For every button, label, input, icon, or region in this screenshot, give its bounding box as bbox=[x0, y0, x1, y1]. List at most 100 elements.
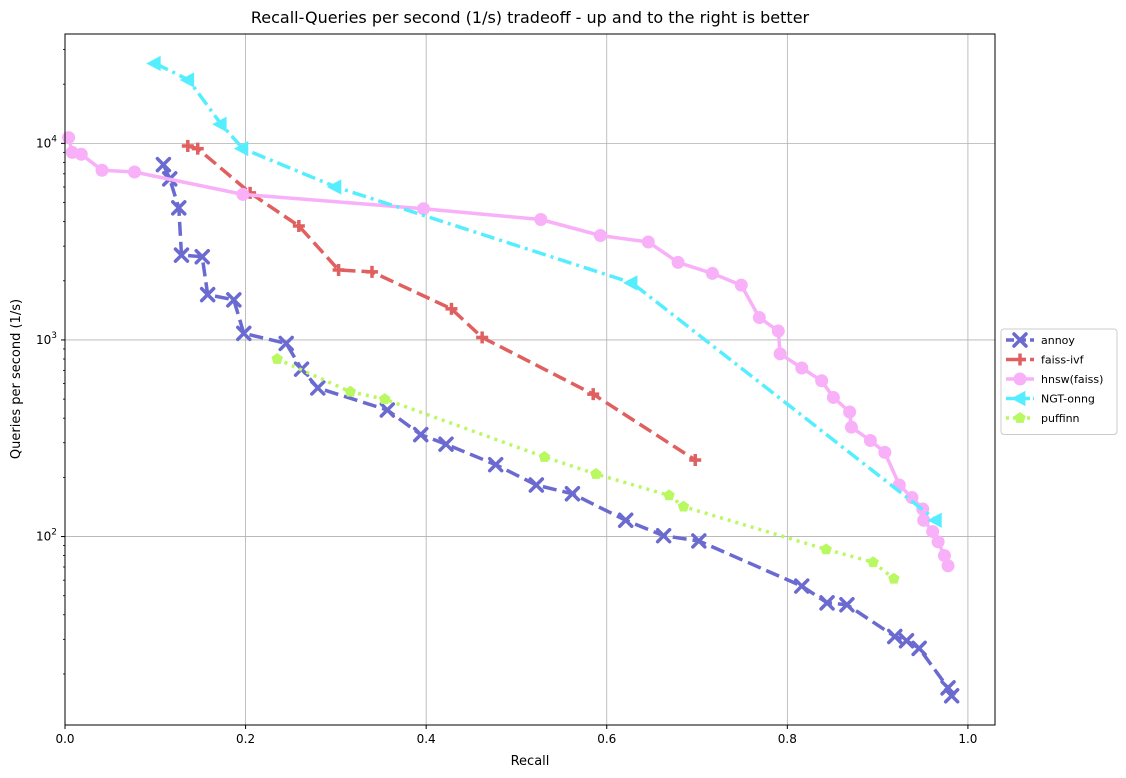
data-point-hnsw-faiss bbox=[795, 361, 809, 375]
y-tick-label: 103 bbox=[36, 331, 57, 347]
data-point-hnsw-faiss bbox=[752, 311, 766, 325]
data-point-faiss-ivf bbox=[445, 302, 458, 315]
data-point-ngt-onng bbox=[623, 275, 638, 291]
legend-entry-hnsw-faiss: hnsw(faiss) bbox=[1006, 372, 1103, 386]
data-point-faiss-ivf bbox=[191, 142, 204, 155]
y-tick-label: 104 bbox=[36, 134, 57, 150]
axis-ticks: 0.0 0.2 0.4 0.6 0.8 1.0 102 103 104 bbox=[36, 49, 977, 746]
data-point-puffinn bbox=[677, 500, 690, 512]
data-point-annoy bbox=[819, 595, 835, 611]
data-point-annoy bbox=[278, 335, 294, 352]
data-point-hnsw-faiss bbox=[593, 228, 607, 242]
data-point-puffinn bbox=[271, 353, 283, 364]
x-tick-label: 1.0 bbox=[958, 732, 977, 746]
legend-label-faiss-ivf: faiss-ivf bbox=[1041, 354, 1085, 367]
data-point-faiss-ivf bbox=[181, 139, 194, 152]
data-point-hnsw-faiss bbox=[705, 266, 719, 280]
x-tick-label: 0.2 bbox=[236, 732, 255, 746]
series-faiss-ivf bbox=[181, 139, 702, 467]
legend-label-puffinn: puffinn bbox=[1041, 412, 1080, 425]
data-point-annoy bbox=[794, 578, 810, 594]
data-point-hnsw-faiss bbox=[62, 131, 76, 145]
data-point-annoy bbox=[839, 596, 855, 613]
data-point-annoy bbox=[691, 533, 707, 549]
data-point-hnsw-faiss bbox=[941, 559, 955, 573]
data-point-hnsw-faiss bbox=[917, 513, 931, 527]
x-tick-label: 0.4 bbox=[417, 732, 436, 746]
data-point-hnsw-faiss bbox=[863, 434, 877, 448]
data-point-faiss-ivf bbox=[476, 331, 489, 344]
legend-marker-ngt-onng bbox=[1011, 390, 1026, 407]
data-point-hnsw-faiss bbox=[671, 255, 685, 269]
legend-box bbox=[1000, 328, 1118, 435]
data-point-hnsw-faiss bbox=[416, 202, 430, 216]
series-line-annoy bbox=[161, 163, 954, 697]
data-point-faiss-ivf bbox=[365, 265, 378, 278]
series-line-puffinn bbox=[276, 357, 895, 581]
data-point-annoy bbox=[379, 402, 396, 418]
data-point-annoy bbox=[940, 680, 956, 696]
data-point-hnsw-faiss bbox=[95, 163, 109, 177]
legend-entry-annoy: annoy bbox=[1006, 332, 1075, 348]
data-point-hnsw-faiss bbox=[128, 165, 142, 179]
data-point-hnsw-faiss bbox=[905, 490, 919, 504]
legend-entry-faiss-ivf: faiss-ivf bbox=[1006, 353, 1085, 367]
data-point-annoy bbox=[173, 247, 190, 263]
data-point-hnsw-faiss bbox=[771, 324, 785, 338]
data-point-ngt-onng bbox=[212, 116, 227, 132]
series-line-faiss-ivf bbox=[187, 144, 697, 462]
y-tick-label: 102 bbox=[36, 528, 57, 544]
data-point-annoy bbox=[655, 527, 672, 544]
data-point-puffinn bbox=[378, 393, 391, 404]
data-point-puffinn bbox=[888, 572, 900, 584]
data-point-annoy bbox=[617, 512, 634, 529]
data-point-ngt-onng bbox=[326, 179, 342, 195]
legend-entry-puffinn: puffinn bbox=[1006, 412, 1080, 425]
data-point-annoy bbox=[911, 640, 927, 657]
legend-marker-puffinn bbox=[1014, 412, 1026, 423]
data-point-faiss-ivf bbox=[689, 454, 702, 467]
data-point-puffinn bbox=[590, 468, 602, 479]
data-point-annoy bbox=[887, 628, 903, 645]
x-axis-label: Recall bbox=[511, 754, 550, 769]
data-point-hnsw-faiss bbox=[236, 187, 250, 201]
data-point-hnsw-faiss bbox=[74, 147, 88, 161]
data-point-hnsw-faiss bbox=[926, 525, 940, 539]
data-point-hnsw-faiss bbox=[773, 347, 787, 361]
legend-label-hnsw-faiss: hnsw(faiss) bbox=[1041, 373, 1103, 386]
y-axis-label: Queries per second (1/s) bbox=[9, 299, 24, 459]
legend-marker-annoy bbox=[1012, 332, 1028, 348]
data-point-hnsw-faiss bbox=[826, 390, 840, 404]
plot-frame bbox=[64, 33, 996, 726]
data-point-hnsw-faiss bbox=[815, 374, 829, 388]
data-point-annoy bbox=[528, 477, 545, 493]
data-point-annoy bbox=[564, 486, 581, 502]
legend-marker-hnsw-faiss bbox=[1013, 372, 1027, 386]
data-point-annoy bbox=[943, 687, 960, 704]
data-point-hnsw-faiss bbox=[878, 445, 892, 459]
legend-entry-ngt-onng: NGT-onng bbox=[1006, 390, 1095, 407]
data-point-faiss-ivf bbox=[332, 263, 345, 276]
data-point-annoy bbox=[236, 325, 252, 342]
data-point-ngt-onng bbox=[146, 55, 161, 72]
data-point-puffinn bbox=[344, 385, 357, 397]
data-point-annoy bbox=[487, 456, 504, 473]
data-point-hnsw-faiss bbox=[843, 405, 857, 419]
data-point-puffinn bbox=[867, 556, 879, 568]
legend-label-annoy: annoy bbox=[1041, 334, 1075, 347]
data-point-annoy bbox=[412, 426, 429, 443]
data-point-faiss-ivf bbox=[587, 388, 600, 401]
grid bbox=[64, 34, 995, 725]
x-tick-label: 0.8 bbox=[778, 732, 797, 746]
data-point-hnsw-faiss bbox=[641, 235, 655, 249]
data-point-annoy bbox=[199, 286, 216, 303]
legend-marker-faiss-ivf bbox=[1014, 353, 1026, 366]
data-point-annoy bbox=[438, 436, 454, 452]
data-point-puffinn bbox=[538, 450, 551, 462]
data-point-annoy bbox=[226, 292, 242, 308]
x-tick-label: 0.6 bbox=[597, 732, 616, 746]
data-point-hnsw-faiss bbox=[937, 549, 951, 563]
data-point-puffinn bbox=[820, 543, 832, 555]
data-point-ngt-onng bbox=[927, 512, 942, 528]
data-point-annoy bbox=[155, 156, 172, 173]
